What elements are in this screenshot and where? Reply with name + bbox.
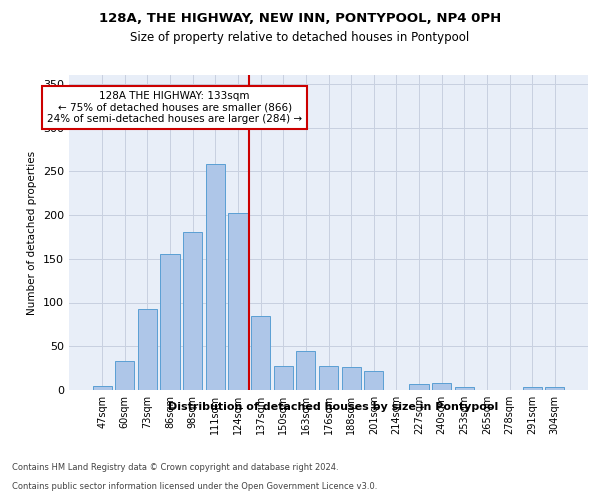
Bar xyxy=(319,366,338,390)
Text: Contains HM Land Registry data © Crown copyright and database right 2024.: Contains HM Land Registry data © Crown c… xyxy=(12,464,338,472)
Bar xyxy=(206,164,225,390)
Y-axis label: Number of detached properties: Number of detached properties xyxy=(28,150,37,314)
Bar xyxy=(545,388,565,390)
Bar xyxy=(183,232,202,390)
Text: Size of property relative to detached houses in Pontypool: Size of property relative to detached ho… xyxy=(130,31,470,44)
Bar xyxy=(364,371,383,390)
Bar xyxy=(409,384,428,390)
Bar xyxy=(432,383,451,390)
Bar xyxy=(160,254,180,390)
Text: 128A, THE HIGHWAY, NEW INN, PONTYPOOL, NP4 0PH: 128A, THE HIGHWAY, NEW INN, PONTYPOOL, N… xyxy=(99,12,501,26)
Text: Distribution of detached houses by size in Pontypool: Distribution of detached houses by size … xyxy=(168,402,498,412)
Bar xyxy=(229,213,248,390)
Bar xyxy=(455,386,474,390)
Bar xyxy=(115,361,134,390)
Bar xyxy=(523,386,542,390)
Bar xyxy=(296,350,316,390)
Bar xyxy=(92,386,112,390)
Bar xyxy=(341,367,361,390)
Text: Contains public sector information licensed under the Open Government Licence v3: Contains public sector information licen… xyxy=(12,482,377,491)
Bar xyxy=(251,316,270,390)
Bar xyxy=(138,308,157,390)
Bar xyxy=(274,366,293,390)
Text: 128A THE HIGHWAY: 133sqm
← 75% of detached houses are smaller (866)
24% of semi-: 128A THE HIGHWAY: 133sqm ← 75% of detach… xyxy=(47,91,302,124)
